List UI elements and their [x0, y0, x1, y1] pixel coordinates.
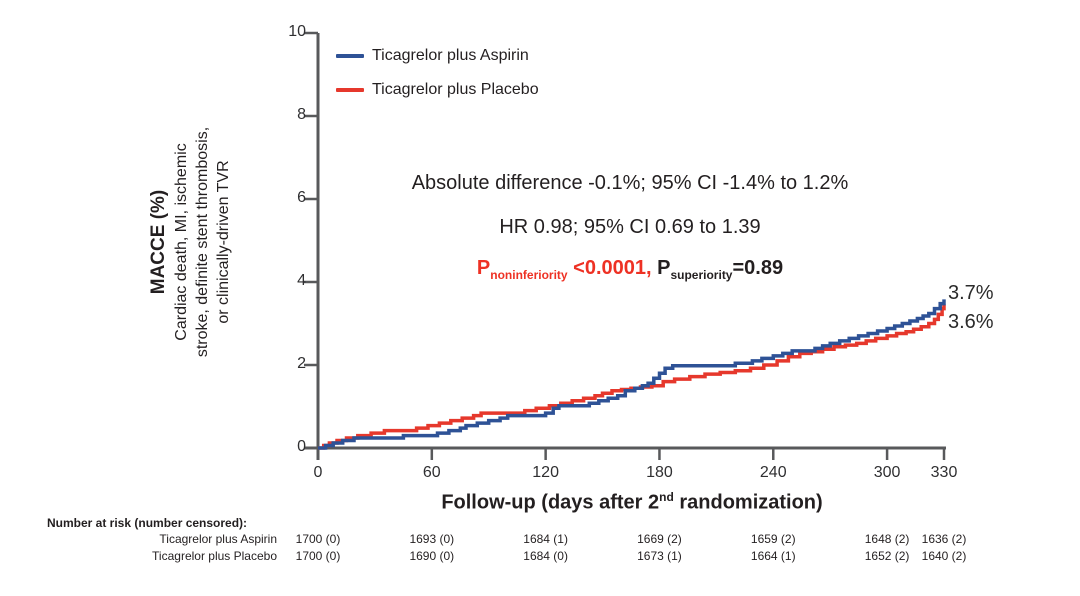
y-tick-label: 0 [297, 438, 306, 455]
p-noninferiority-value: Pnoninferiority <0.0001, [476, 257, 658, 282]
risk-value: 1636 (2) [921, 532, 967, 546]
hazard-ratio-annotation: HR 0.98; 95% CI 0.69 to 1.39 [499, 216, 761, 238]
x-tick-label: 300 [873, 464, 901, 481]
y-tick-label: 4 [297, 272, 306, 289]
p-value-annotation: Pnoninferiority <0.0001, Psuperiority=0.… [305, 256, 955, 287]
y-tick-label: 8 [297, 106, 306, 123]
p-superiority-value: Psuperiority=0.89 [657, 257, 784, 282]
y-tick-label: 2 [297, 355, 306, 372]
survival-curves [318, 299, 946, 450]
risk-value: 1684 (1) [523, 532, 568, 546]
risk-value: 1652 (2) [864, 549, 910, 563]
y-axis-subtitle-line: stroke, definite stent thrombosis, [194, 126, 211, 358]
risk-value: 1700 (0) [295, 532, 341, 546]
placebo-curve [318, 304, 946, 450]
y-axis-subtitle-line: Cardiac death, MI, ischemic [173, 143, 190, 341]
x-tick-label: 0 [313, 464, 323, 481]
risk-value: 1700 (0) [295, 549, 341, 563]
placebo-endpoint-label: 3.6% [948, 311, 994, 333]
x-tick-label: 180 [646, 464, 673, 481]
y-tick-label: 6 [297, 189, 306, 206]
risk-table-header: Number at risk (number censored): [47, 516, 248, 530]
aspirin-legend-label: Ticagrelor plus Aspirin [372, 47, 529, 64]
y-tick-label: 10 [288, 23, 306, 40]
placebo-legend-label: Ticagrelor plus Placebo [372, 81, 539, 98]
y-axis-title: MACCE (%) [148, 189, 169, 295]
risk-value: 1669 (2) [637, 532, 682, 546]
absolute-difference-annotation: Absolute difference -0.1%; 95% CI -1.4% … [411, 172, 849, 194]
placebo-legend-swatch [336, 88, 364, 92]
risk-value: 1673 (1) [637, 549, 682, 563]
y-axis-title-block: MACCE (%) Cardiac death, MI, ischemic st… [147, 2, 247, 482]
x-tick-label: 240 [759, 464, 787, 481]
risk-value: 1693 (0) [409, 532, 455, 546]
x-tick-label: 330 [930, 464, 958, 481]
axis-tick-marks [304, 31, 946, 460]
risk-value: 1659 (2) [750, 532, 796, 546]
aspirin-legend-swatch [336, 54, 364, 58]
risk-row-label-placebo: Ticagrelor plus Placebo [152, 549, 277, 563]
aspirin-endpoint-label: 3.7% [948, 282, 994, 304]
risk-row-label-aspirin: Ticagrelor plus Aspirin [159, 532, 277, 546]
risk-value: 1640 (2) [921, 549, 967, 563]
x-tick-label: 60 [422, 464, 441, 481]
x-axis-title: Follow-up (days after 2nd randomization) [441, 490, 823, 514]
risk-value: 1684 (0) [523, 549, 568, 563]
x-tick-label: 120 [532, 464, 559, 481]
risk-value: 1690 (0) [409, 549, 455, 563]
aspirin-curve [318, 299, 946, 450]
risk-value: 1648 (2) [864, 532, 910, 546]
risk-value: 1664 (1) [750, 549, 796, 563]
y-axis-subtitle-line: or clinically-driven TVR [215, 160, 232, 324]
